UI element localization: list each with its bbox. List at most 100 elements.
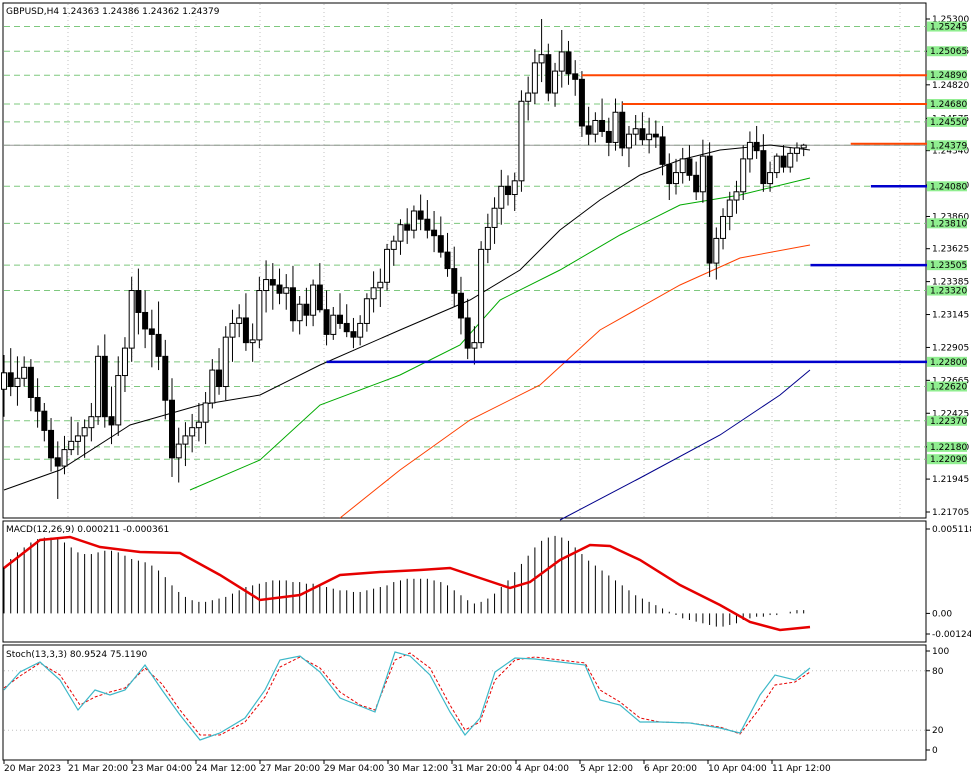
candle-body — [578, 78, 585, 127]
candle-body — [666, 163, 673, 185]
candle-body — [189, 427, 196, 437]
candle-body — [323, 309, 330, 335]
level-price-label: 1.25065 — [930, 47, 967, 57]
time-label: 10 Apr 04:00 — [708, 764, 767, 774]
candle-body — [498, 185, 505, 209]
candle-body — [384, 248, 391, 283]
candle-body — [296, 303, 303, 322]
level-price-label: 1.24550 — [930, 118, 967, 128]
candle-body — [41, 410, 48, 431]
candle-body — [491, 207, 498, 228]
candle-body — [101, 355, 108, 418]
level-price-label: 1.23505 — [930, 261, 967, 271]
level-price-label-bg — [927, 454, 967, 465]
candle-body — [14, 377, 21, 388]
candle-body — [390, 240, 397, 250]
candle-body — [135, 290, 142, 313]
candlesticks — [1, 19, 807, 499]
candle-body — [773, 155, 780, 174]
candle-body — [686, 158, 693, 176]
candle-body — [659, 136, 666, 165]
level-price-label-bg — [927, 218, 967, 229]
candle-body — [397, 224, 404, 242]
level-price-label: 1.24080 — [930, 182, 967, 192]
level-price-label-bg — [927, 21, 967, 32]
level-price-label-bg — [927, 260, 967, 271]
candle-body — [733, 191, 740, 201]
time-label: 4 Apr 04:00 — [516, 764, 569, 774]
candle-body — [74, 435, 81, 442]
candle-body — [269, 279, 276, 286]
candle-body — [303, 303, 310, 316]
candle-body — [713, 237, 720, 264]
candle-body — [350, 331, 357, 338]
candle-body — [437, 235, 444, 253]
candle-body — [195, 421, 202, 429]
candle-body — [793, 147, 800, 154]
candle-body — [148, 328, 155, 335]
macd-tick-label: 0.005118 — [932, 525, 971, 535]
candle-body — [337, 314, 343, 324]
stochastic-panel — [2, 644, 927, 761]
candle-body — [229, 322, 236, 338]
candle-body — [787, 152, 794, 168]
sma-blue-line — [559, 369, 811, 521]
price-tick-label: 1.23860 — [932, 212, 969, 222]
time-label: 30 Mar 12:00 — [388, 764, 448, 774]
candle-body — [746, 141, 753, 160]
candle-body — [726, 199, 733, 217]
candle-body — [289, 287, 296, 322]
candle-body — [115, 375, 122, 426]
candle-body — [310, 284, 317, 316]
candle-body — [525, 92, 532, 102]
candle-body — [478, 248, 485, 344]
candle-body — [209, 369, 216, 404]
candle-body — [357, 322, 364, 338]
level-price-label-bg — [927, 99, 967, 110]
candle-body — [343, 322, 350, 333]
stochastic-indicator: 100 80 20 0 — [3, 647, 949, 756]
candle-body — [95, 355, 102, 418]
price-tick-label: 1.23145 — [932, 311, 969, 321]
level-price-label: 1.22800 — [930, 358, 967, 368]
candle-body — [417, 210, 424, 220]
macd-tick-label: -0.001249 — [932, 630, 971, 640]
candle-body — [222, 336, 229, 388]
price-tick-label: 1.25300 — [932, 15, 969, 25]
stoch-tick-label: 20 — [932, 726, 944, 736]
candle-body — [108, 416, 115, 426]
candle-body — [625, 133, 632, 149]
macd-label: MACD(12,26,9) 0.000211 -0.000361 — [6, 525, 169, 535]
candle-body — [518, 100, 525, 182]
candle-body — [599, 119, 606, 132]
candle-body — [263, 279, 270, 292]
candle-body — [216, 369, 223, 388]
candle-body — [558, 51, 565, 72]
candle-body — [81, 427, 88, 437]
candle-body — [760, 150, 767, 185]
candle-body — [242, 317, 249, 344]
stoch-tick-label: 0 — [932, 746, 938, 756]
level-price-label-bg — [927, 415, 967, 426]
candle-body — [410, 210, 417, 231]
time-label: 11 Apr 12:00 — [772, 764, 831, 774]
candle-body — [283, 287, 290, 294]
candle-body — [7, 372, 14, 388]
time-label: 5 Apr 12:00 — [580, 764, 633, 774]
price-tick-label: 1.22905 — [932, 343, 969, 353]
candle-body — [61, 449, 68, 467]
candle-body — [552, 70, 559, 94]
candle-body — [780, 155, 787, 168]
candle-body — [545, 54, 552, 94]
candle-body — [128, 290, 135, 349]
price-tick-label: 1.21705 — [932, 508, 969, 518]
candle-body — [538, 54, 545, 64]
level-price-label: 1.22370 — [930, 417, 967, 427]
chart-title: GBPUSD,H4 1.24363 1.24386 1.24362 1.2437… — [6, 7, 220, 17]
macd-indicator: 0.005118 0.00 -0.001249 — [3, 525, 971, 640]
candle-body — [740, 158, 747, 193]
candle-body — [21, 366, 28, 379]
candle-body — [565, 51, 572, 75]
price-axis: 1.253001.250651.248201.245751.243401.240… — [926, 15, 969, 518]
